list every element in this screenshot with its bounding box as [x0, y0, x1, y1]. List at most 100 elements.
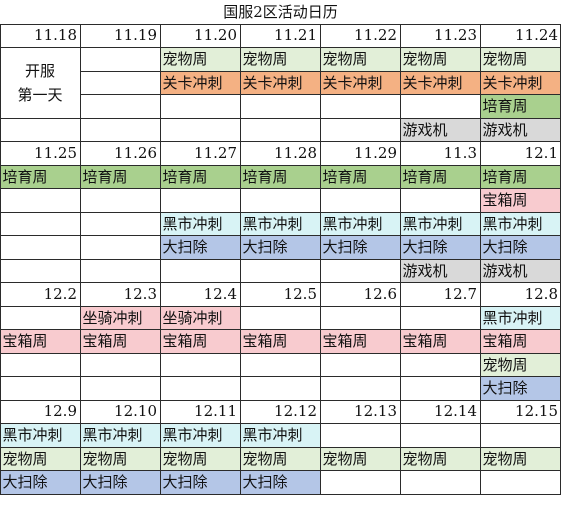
- grid-line: [319, 24, 321, 494]
- black-market-sprint-cell: 黑市冲刺: [240, 212, 320, 235]
- pet-week-cell: 宠物周: [160, 447, 240, 470]
- grid-line: [0, 47, 561, 48]
- date-cell: 12.14: [434, 402, 477, 420]
- date-cell: 12.5: [283, 284, 317, 303]
- date-cell: 12.4: [203, 284, 237, 303]
- grid-line: [559, 24, 561, 494]
- pet-week-cell: 宠物周: [400, 447, 480, 470]
- pet-week-cell: 宠物周: [240, 447, 320, 470]
- grid-line: [0, 188, 561, 189]
- date-cell: 11.26: [114, 143, 157, 162]
- date-cell: 11.29: [354, 143, 397, 162]
- date-cell: 12.8: [524, 284, 558, 303]
- pet-week-cell: 宠物周: [480, 353, 561, 376]
- chest-week-cell: 宝箱周: [400, 330, 480, 353]
- grid-line: [0, 493, 561, 495]
- chest-week-cell: 宝箱周: [480, 330, 561, 353]
- grid-line: [479, 24, 481, 494]
- cleanup-cell: 大扫除: [320, 236, 400, 259]
- calendar-title: 国服2区活动日历: [223, 3, 338, 21]
- date-cell: 11.3: [443, 143, 477, 162]
- black-market-sprint-cell: 黑市冲刺: [480, 306, 561, 329]
- cleanup-cell: 大扫除: [160, 471, 240, 494]
- date-cell: 12.15: [515, 402, 558, 420]
- cleanup-cell: 大扫除: [80, 471, 160, 494]
- grid-line: [0, 446, 561, 448]
- breeding-week-cell: 培育周: [480, 165, 561, 188]
- date-cell: 11.27: [194, 143, 237, 162]
- grid-line: [0, 24, 1, 494]
- stage-sprint-cell: 关卡冲刺: [400, 71, 480, 94]
- chest-week-cell: 宝箱周: [0, 330, 80, 353]
- date-cell: 11.18: [34, 26, 77, 44]
- stage-sprint-cell: 关卡冲刺: [160, 71, 240, 94]
- date-cell: 12.7: [443, 284, 477, 303]
- date-cell: 12.11: [194, 402, 237, 420]
- chest-week-cell: 宝箱周: [320, 330, 400, 353]
- grid-line: [0, 329, 561, 330]
- pet-week-cell: 宠物周: [80, 447, 160, 470]
- cleanup-cell: 大扫除: [240, 471, 320, 494]
- breeding-week-cell: 培育周: [80, 165, 160, 188]
- first-day-note-line: 开服: [24, 62, 55, 80]
- date-cell: 12.2: [43, 284, 77, 303]
- pet-week-cell: 宠物周: [400, 48, 480, 71]
- pet-week-cell: 宠物周: [320, 447, 400, 470]
- grid-line: [0, 282, 561, 283]
- black-market-sprint-cell: 黑市冲刺: [160, 424, 240, 447]
- stage-sprint-cell: 关卡冲刺: [480, 71, 561, 94]
- cleanup-cell: 大扫除: [480, 377, 561, 400]
- date-cell: 11.19: [114, 26, 157, 44]
- date-cell: 11.25: [34, 143, 77, 162]
- pet-week-cell: 宠物周: [320, 48, 400, 71]
- game-machine-cell: 游戏机: [400, 118, 480, 141]
- pet-week-cell: 宠物周: [0, 447, 80, 470]
- breeding-week-cell: 培育周: [480, 95, 561, 118]
- grid-line: [0, 399, 561, 401]
- pet-week-cell: 宠物周: [480, 447, 561, 470]
- chest-week-cell: 宝箱周: [80, 330, 160, 353]
- breeding-week-cell: 培育周: [0, 165, 80, 188]
- grid-line: [0, 70, 561, 72]
- grid-line: [159, 24, 161, 494]
- grid-line: [0, 423, 561, 424]
- first-day-note: 开服 第一天: [0, 48, 80, 118]
- black-market-sprint-cell: 黑市冲刺: [320, 212, 400, 235]
- cleanup-cell: 大扫除: [240, 236, 320, 259]
- grid-line: [399, 24, 401, 494]
- breeding-week-cell: 培育周: [400, 165, 480, 188]
- grid-line: [0, 376, 561, 377]
- date-cell: 12.6: [363, 284, 397, 303]
- grid-line: [0, 352, 561, 354]
- date-cell: 12.1: [524, 143, 558, 162]
- first-day-note-line: 第一天: [17, 86, 63, 104]
- activity-calendar-grid: 11.18 11.19 11.20 11.21 11.22 11.23 11.24 宠物周 宠物…: [0, 23, 561, 505]
- date-cell: 11.24: [515, 26, 558, 44]
- pet-week-cell: 宠物周: [480, 48, 561, 71]
- grid-line: [0, 470, 561, 471]
- chest-week-cell: 宝箱周: [160, 330, 240, 353]
- stage-sprint-cell: 关卡冲刺: [320, 71, 400, 94]
- chest-week-cell: 宝箱周: [240, 330, 320, 353]
- date-cell: 11.28: [274, 143, 317, 162]
- grid-line: [0, 141, 561, 142]
- chest-week-cell: 宝箱周: [480, 189, 561, 212]
- pet-week-cell: 宠物周: [160, 48, 240, 71]
- date-cell: 12.10: [114, 402, 157, 420]
- grid-line: [0, 211, 561, 213]
- date-cell: 11.22: [354, 26, 397, 44]
- grid-line: [0, 258, 561, 260]
- date-cell: 11.21: [274, 26, 317, 44]
- pet-week-cell: 宠物周: [240, 48, 320, 71]
- black-market-sprint-cell: 黑市冲刺: [0, 424, 80, 447]
- black-market-sprint-cell: 黑市冲刺: [80, 424, 160, 447]
- grid-line: [0, 235, 561, 236]
- mount-sprint-cell: 坐骑冲刺: [160, 306, 240, 329]
- date-cell: 12.3: [123, 284, 157, 303]
- grid-line: [0, 117, 561, 119]
- cleanup-cell: 大扫除: [0, 471, 80, 494]
- date-cell: 12.12: [274, 402, 317, 420]
- breeding-week-cell: 培育周: [320, 165, 400, 188]
- date-cell: 12.13: [354, 402, 397, 420]
- cleanup-cell: 大扫除: [480, 236, 561, 259]
